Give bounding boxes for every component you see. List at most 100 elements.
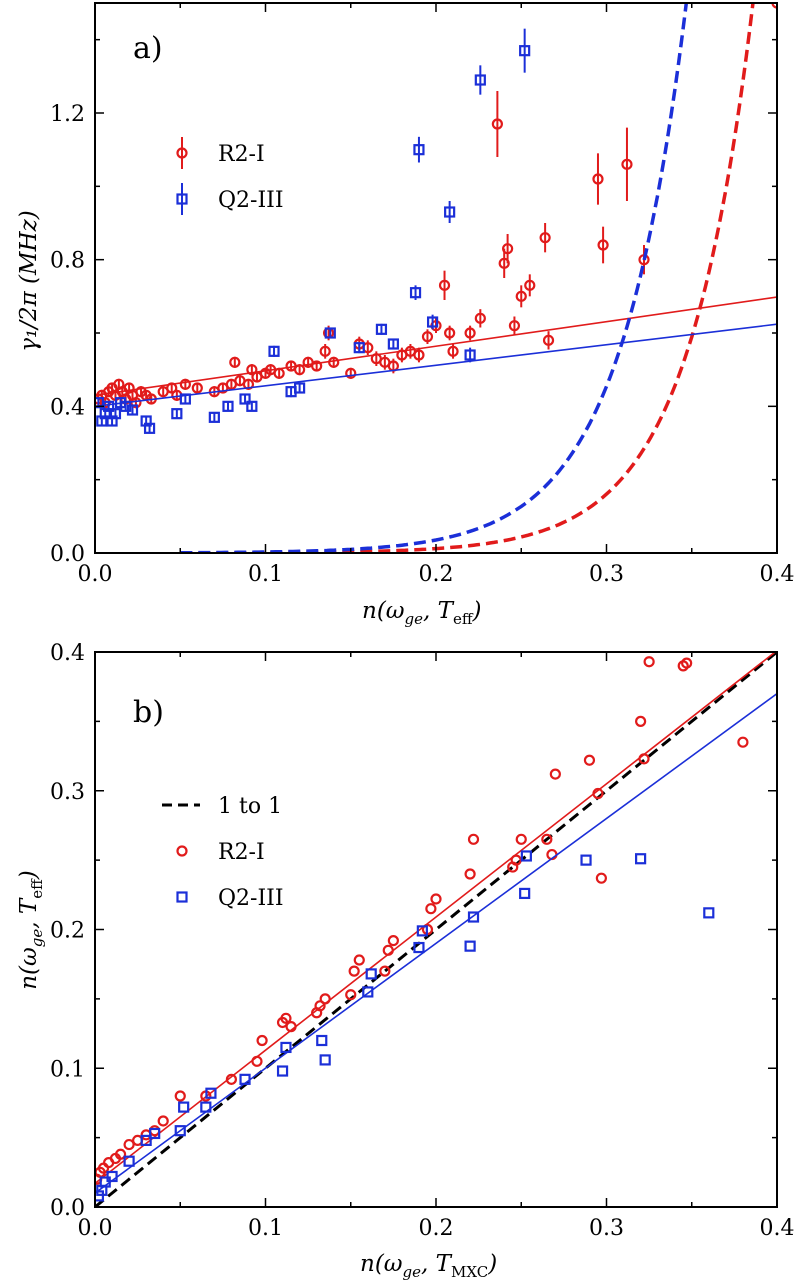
panel-a-legend: R2-I Q2-III <box>176 137 284 215</box>
data-point-r2-i <box>179 378 191 390</box>
data-point-r2-i <box>539 232 551 244</box>
data-point-q2-iii <box>294 382 306 394</box>
data-point-r2-i <box>229 356 241 368</box>
data-point-r2-i <box>251 1055 263 1067</box>
data-point-r2-i <box>447 345 459 357</box>
data-point-r2-i <box>246 364 258 376</box>
data-point-q2-iii <box>276 1065 289 1077</box>
data-point-r2-i <box>638 753 650 765</box>
y-tick-label: 0.0 <box>50 542 85 567</box>
legend-one-to-one-label: 1 to 1 <box>218 794 282 819</box>
data-point-q2-iii <box>171 408 183 420</box>
x-tick-label: 0.2 <box>419 1216 454 1241</box>
data-point-r2-i <box>294 364 306 376</box>
data-point-q2-iii <box>222 400 234 412</box>
panel-b: 0.0 0.1 0.2 0.3 0.4 0.0 0.1 0.2 0.3 0.4 b) 1 to 1… <box>16 641 795 1281</box>
x-tick-label: 0.4 <box>760 1216 795 1241</box>
data-point-q2-iii <box>365 968 377 980</box>
data-point-q2-iii <box>362 986 374 998</box>
data-point-r2-i <box>345 989 357 1001</box>
panel-a-ylabel: γ₁/2π (MHz) <box>16 210 42 351</box>
data-point-q2-iii <box>324 327 336 339</box>
data-point-r2-i <box>508 320 521 332</box>
data-point-r2-i <box>285 1021 297 1033</box>
data-point-q2-iii <box>174 1125 186 1137</box>
data-point-r2-i <box>314 1000 326 1012</box>
data-point-q2-iii <box>464 940 476 952</box>
panel-b-label: b) <box>133 695 164 730</box>
data-point-r2-i <box>425 903 437 915</box>
x-tick-label: 0.4 <box>760 562 795 587</box>
legend-r2i-label-b: R2-I <box>218 840 265 865</box>
data-point-q2-iii <box>520 850 532 862</box>
data-point-r2-i <box>123 1138 135 1151</box>
data-point-r2-i <box>319 993 331 1005</box>
data-point-q2-iii <box>467 911 480 923</box>
data-point-r2-i <box>592 787 604 800</box>
data-point-r2-i <box>421 331 434 343</box>
data-point-r2-i <box>583 754 596 766</box>
data-point-r2-i <box>474 312 486 324</box>
data-point-r2-i <box>191 382 203 394</box>
panel-a-frame <box>94 2 778 554</box>
data-point-q2-iii <box>353 342 365 354</box>
data-point-r2-i <box>643 656 655 668</box>
panel-b-legend: 1 to 1 R2-I Q2-III <box>162 794 284 911</box>
q2-iii-linear-fit <box>95 692 777 1194</box>
data-point-q2-iii <box>205 1087 217 1099</box>
data-point-r2-i <box>328 356 340 368</box>
data-point-r2-i <box>621 158 633 170</box>
y-tick-label: 0.2 <box>50 919 85 944</box>
data-point-r2-i <box>464 868 476 880</box>
data-point-q2-iii <box>126 404 139 416</box>
data-point-q2-iii <box>178 1101 190 1113</box>
data-point-r2-i <box>502 243 514 255</box>
data-point-r2-i <box>491 118 503 130</box>
data-point-r2-i <box>515 290 527 302</box>
data-point-q2-iii <box>416 925 428 937</box>
data-point-q2-iii <box>239 1073 251 1085</box>
y-tick-label: 0.0 <box>50 1196 85 1221</box>
data-point-r2-i <box>345 367 357 379</box>
x-tick-label: 0.2 <box>419 562 454 587</box>
r2-i-model-curve <box>180 3 755 553</box>
legend-q2iii-label-b: Q2-III <box>218 886 284 911</box>
data-point-r2-i <box>737 736 749 748</box>
data-point-r2-i <box>444 327 456 339</box>
q2-iii-linear-fit <box>95 323 777 408</box>
data-point-q2-iii <box>580 854 592 866</box>
y-tick-label: 0.1 <box>50 1057 85 1082</box>
x-tick-label: 0.1 <box>248 1216 283 1241</box>
data-point-r2-i <box>595 872 607 884</box>
data-point-q2-iii <box>316 1034 328 1047</box>
data-point-q2-iii <box>268 345 280 357</box>
data-point-r2-i <box>387 934 399 947</box>
data-point-r2-i <box>438 279 451 291</box>
data-point-r2-i <box>348 965 360 977</box>
data-point-r2-i <box>515 833 527 845</box>
data-point-r2-i <box>549 768 561 780</box>
data-point-q2-iii <box>444 206 456 218</box>
data-point-r2-i <box>256 1034 268 1047</box>
data-point-q2-iii <box>239 393 251 405</box>
data-point-r2-i <box>242 378 255 390</box>
data-point-q2-iii <box>179 393 191 405</box>
x-tick-label: 0.3 <box>589 562 624 587</box>
data-point-q2-iii <box>387 338 399 350</box>
y-tick-label: 0.4 <box>50 395 85 420</box>
data-point-r2-i <box>413 349 425 361</box>
data-point-r2-i <box>280 1012 292 1024</box>
data-point-r2-i <box>464 327 476 339</box>
data-point-r2-i <box>467 833 480 845</box>
data-point-q2-iii <box>208 411 220 423</box>
data-point-q2-iii <box>519 45 531 57</box>
x-tick-label: 0.0 <box>78 562 113 587</box>
data-point-r2-i <box>524 279 536 291</box>
data-point-r2-i <box>114 1148 127 1160</box>
data-point-r2-i <box>157 1115 169 1127</box>
r2-i-linear-fit <box>95 652 777 1185</box>
panel-b-xlabel: n(ωge, TMXC) <box>360 1251 497 1281</box>
data-point-q2-iii <box>413 941 425 954</box>
legend-marker-q2iii <box>176 891 188 903</box>
